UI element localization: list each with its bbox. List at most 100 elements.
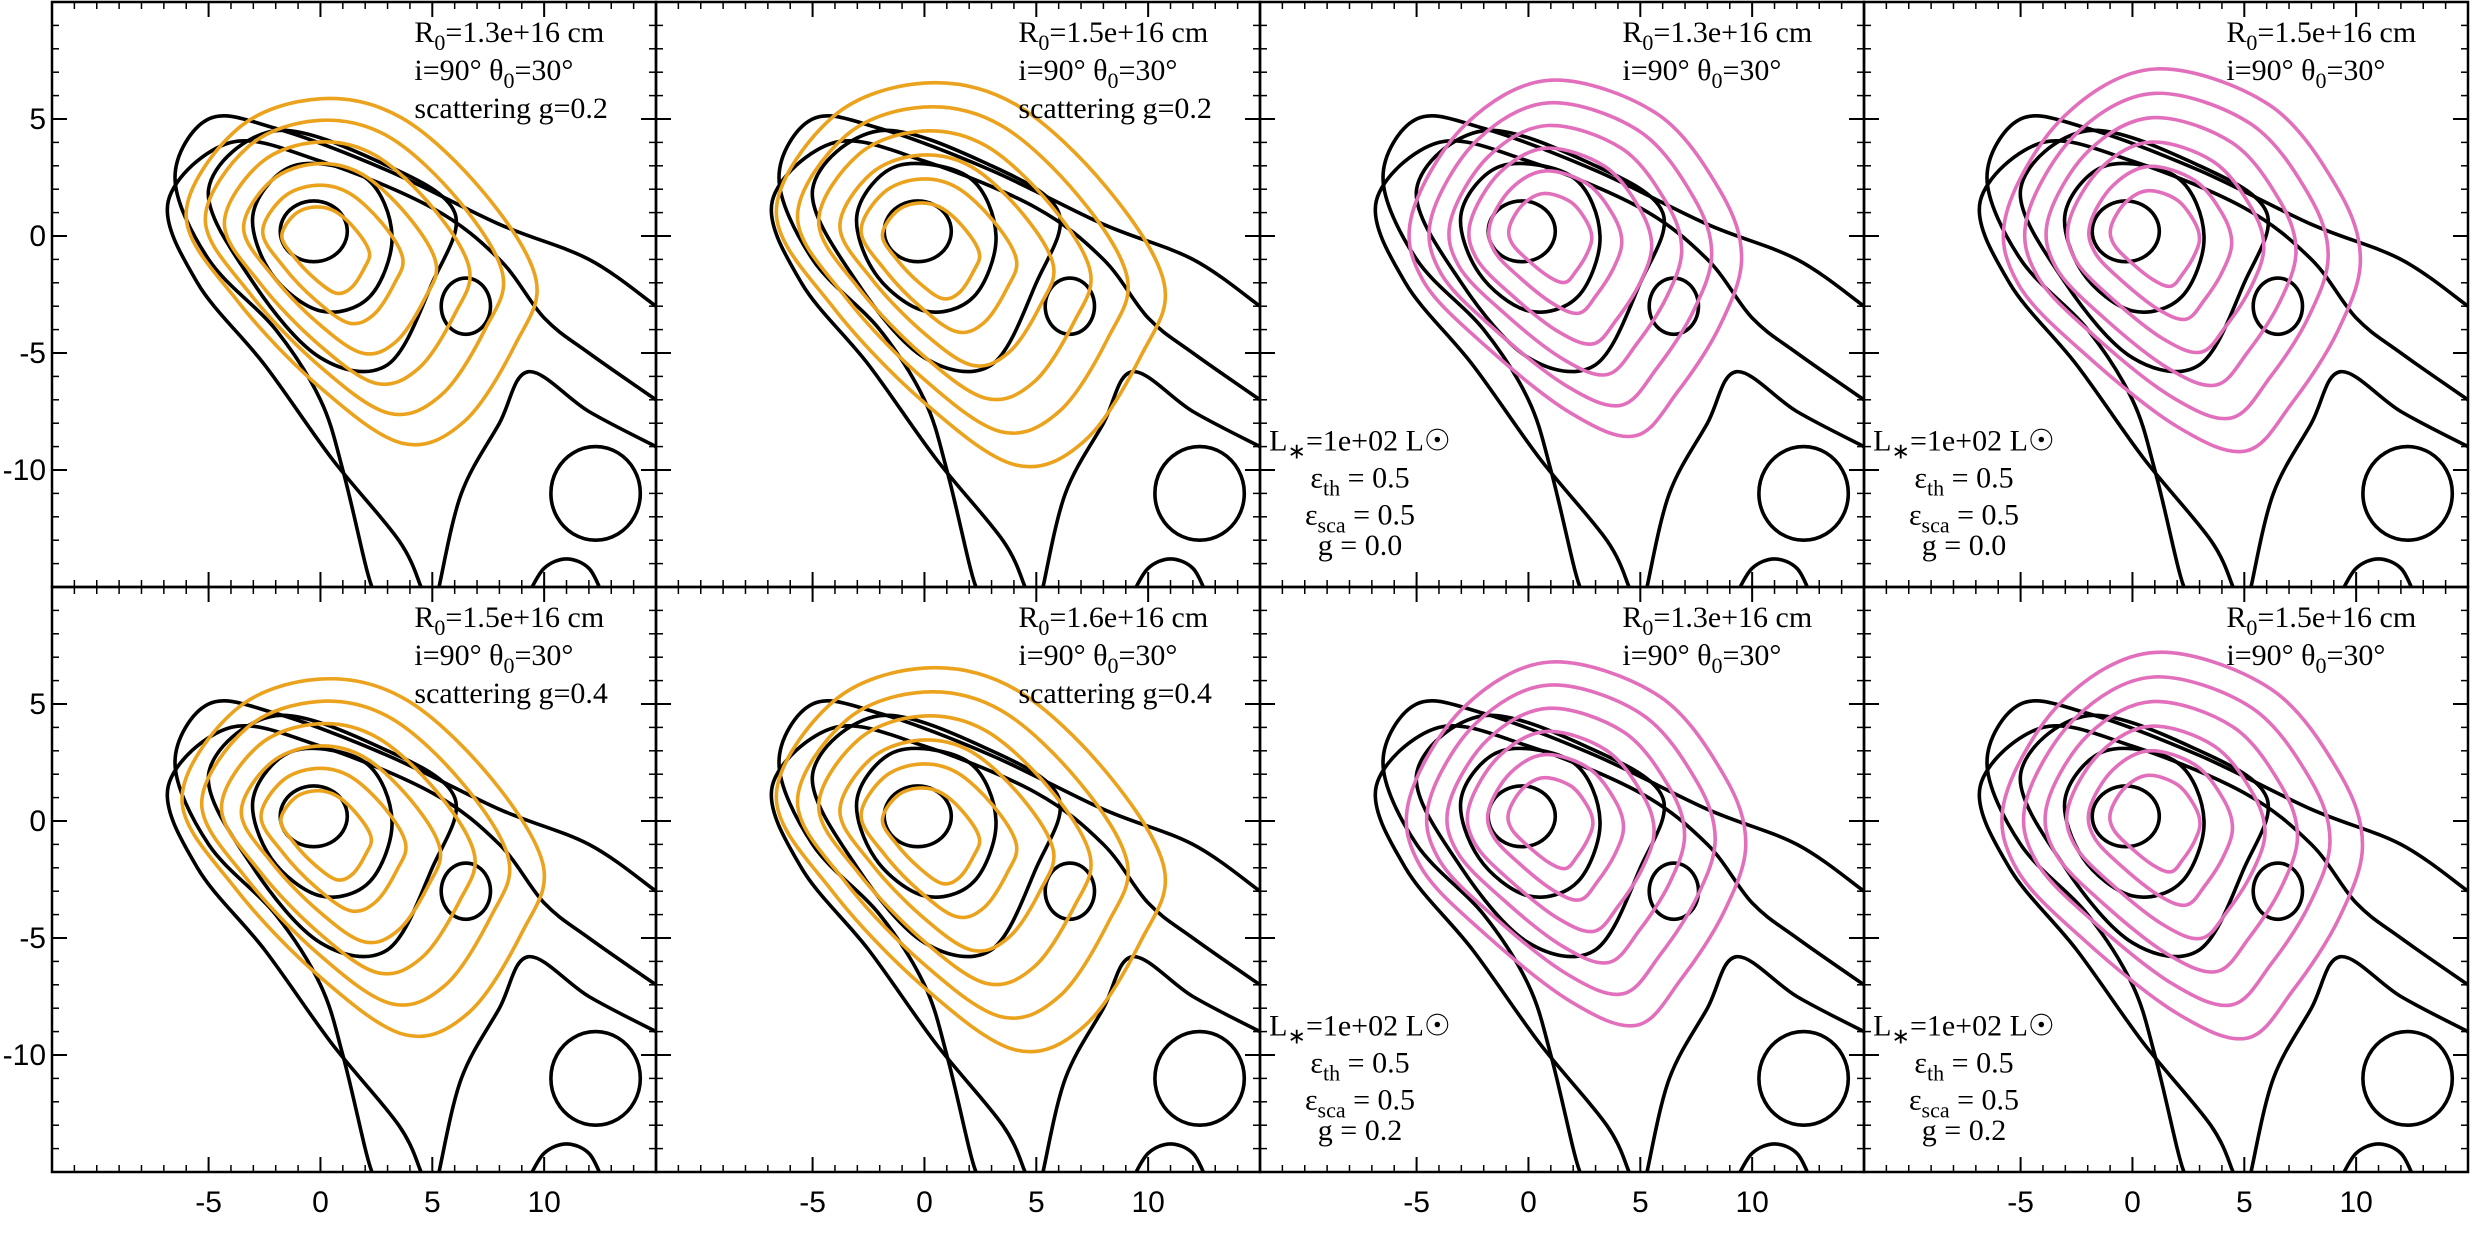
annotation-part: i=90° θ <box>414 54 503 87</box>
model-contour <box>1467 146 1654 346</box>
observed-contour <box>437 369 656 587</box>
annotation-part: ε <box>1914 462 1927 495</box>
observed-contour <box>1041 369 1260 587</box>
observed-contour <box>1373 138 1864 587</box>
x-tick-label: 5 <box>2236 1186 2253 1219</box>
annotation-part: 0 <box>434 30 445 55</box>
observed-contour <box>1381 699 1864 1172</box>
annotation-line: L∗=1e+02 L☉ <box>1269 425 1451 464</box>
model-contour <box>2000 650 2365 1041</box>
observed-contour <box>1373 723 1864 1172</box>
x-tick-label: -5 <box>799 1186 826 1219</box>
model-contour <box>2001 67 2363 454</box>
annotation-part: L <box>1873 425 1891 458</box>
annotation-part: i=90° θ <box>1018 54 1107 87</box>
annotation-part: =30° <box>1723 639 1782 672</box>
x-tick-label: 0 <box>1520 1186 1537 1219</box>
annotation-part: th <box>1323 476 1340 501</box>
observed-contour <box>437 954 656 1172</box>
model-contour <box>1407 78 1744 439</box>
annotation-line: i=90° θ0=30° <box>1622 639 1781 678</box>
plot-area <box>1977 650 2468 1172</box>
annotation-part: =1.6e+16 cm <box>1049 601 1208 634</box>
observed-contour <box>854 161 998 314</box>
y-tick-label: 0 <box>29 805 46 838</box>
observed-contour <box>1985 699 2468 1172</box>
annotation-line: g = 0.0 <box>1922 529 2006 562</box>
observed-contour <box>173 699 656 1172</box>
model-contour <box>2108 773 2202 874</box>
annotation-part: i=90° θ <box>2226 54 2315 87</box>
annotation-part: 0 <box>434 615 445 640</box>
y-tick-label: -10 <box>3 1039 46 1072</box>
model-contour <box>2021 675 2332 1008</box>
model-contour <box>2108 188 2202 289</box>
annotation-part: 0 <box>1712 68 1723 93</box>
annotation-part: 0 <box>2246 615 2257 640</box>
annotation-part: 0 <box>2246 30 2257 55</box>
annotation-part: g = 0.0 <box>1922 529 2006 562</box>
observed-contour <box>769 723 1260 1172</box>
model-contour <box>859 762 1019 920</box>
x-tick-label: 5 <box>1632 1186 1649 1219</box>
model-contour <box>278 788 374 882</box>
annotation-line: scattering g=0.4 <box>414 677 608 710</box>
annotation-part: scattering g=0.4 <box>414 677 608 710</box>
annotation-line: g = 0.2 <box>1922 1114 2006 1147</box>
model-contour <box>222 140 472 386</box>
annotation-line: εth = 0.5 <box>1310 1047 1409 1086</box>
annotation-line: R0=1.3e+16 cm <box>1622 16 1812 55</box>
annotation-line: scattering g=0.2 <box>1018 92 1212 125</box>
panel-frame <box>50 585 658 1174</box>
annotation-part: = 0.5 <box>1340 462 1409 495</box>
annotation-part: =30° <box>1723 54 1782 87</box>
plot-area <box>1977 67 2468 587</box>
model-contour <box>1424 683 1718 997</box>
model-contour <box>838 738 1056 953</box>
annotation-line: εth = 0.5 <box>1310 462 1409 501</box>
model-contour <box>1404 660 1748 1028</box>
annotation-part: =30° <box>515 639 574 672</box>
plot-area <box>165 96 656 587</box>
annotation-part: 0 <box>1108 68 1119 93</box>
annotation-part: ε <box>1310 1047 1323 1080</box>
annotation-part: ∗ <box>1288 439 1306 464</box>
annotation-part: ∗ <box>1892 1024 1910 1049</box>
observed-contour <box>1414 713 1667 959</box>
panel: R0=1.5e+16 cmi=90° θ0=30°scattering g=0.… <box>654 0 1262 589</box>
annotation-part: =30° <box>515 54 574 87</box>
observed-contour <box>2342 1142 2414 1172</box>
model-contour <box>2065 140 2266 355</box>
model-contour <box>859 177 1019 335</box>
annotation-part: =1e+02 L☉ <box>1306 1010 1451 1043</box>
plot-area <box>1373 660 1864 1172</box>
annotation-line: εsca = 0.5 <box>1909 498 2019 537</box>
annotation-line: εth = 0.5 <box>1914 1047 2013 1086</box>
observed-contour <box>1041 954 1260 1172</box>
annotation-part: ε <box>1305 1083 1318 1116</box>
x-tick-label: 5 <box>424 1186 441 1219</box>
annotation-part: = 0.5 <box>1346 1083 1415 1116</box>
annotation-part: R <box>1018 601 1038 634</box>
annotation-line: scattering g=0.4 <box>1018 677 1212 710</box>
annotation-line: i=90° θ0=30° <box>414 639 573 678</box>
model-contour <box>2044 115 2298 388</box>
annotation-part: = 0.5 <box>1944 1047 2013 1080</box>
annotation-line: R0=1.3e+16 cm <box>414 16 604 55</box>
annotation-part: ε <box>1310 462 1323 495</box>
annotation-part: 0 <box>1712 653 1723 678</box>
annotation-part: ∗ <box>1892 439 1910 464</box>
observed-contour <box>769 138 1260 587</box>
model-contour <box>1447 123 1684 377</box>
model-contour <box>203 118 506 417</box>
annotation-line: R0=1.3e+16 cm <box>1622 601 1812 640</box>
annotation-line: i=90° θ0=30° <box>1018 639 1177 678</box>
observed-contour <box>1647 276 1701 337</box>
observed-contour <box>854 746 998 899</box>
annotation-part: scattering g=0.4 <box>1018 677 1212 710</box>
y-tick-label: -5 <box>19 337 46 370</box>
annotation-line: i=90° θ0=30° <box>2226 639 2385 678</box>
